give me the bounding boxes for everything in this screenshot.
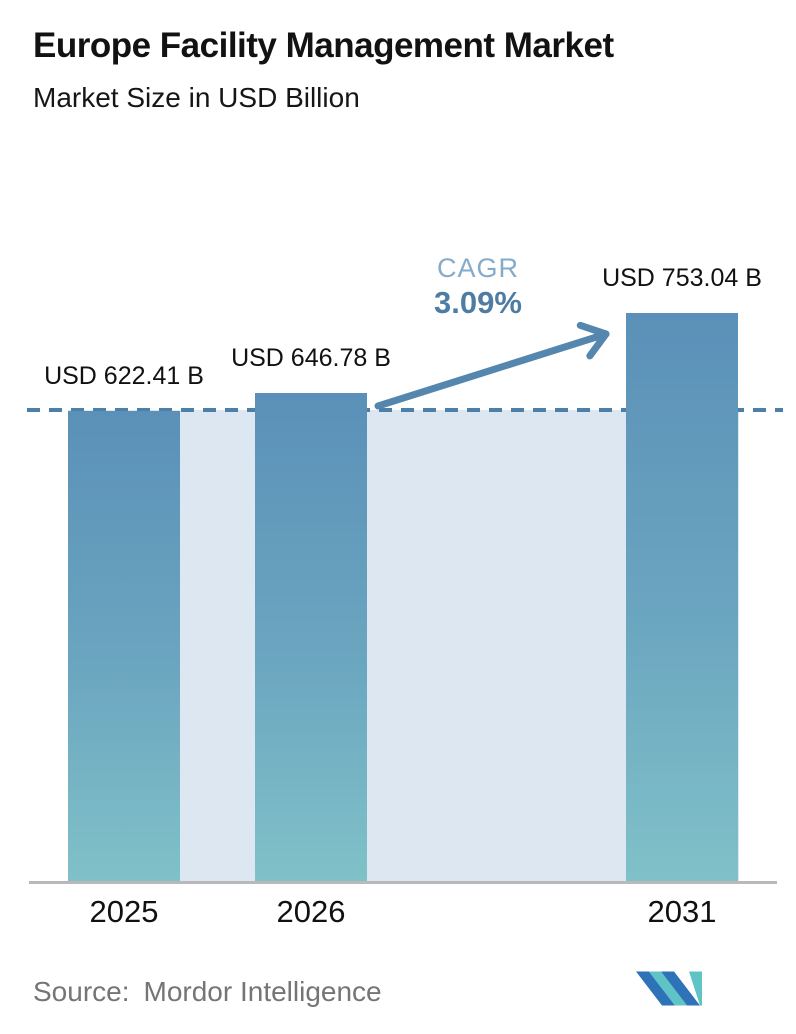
- source-attribution: Source: Mordor Intelligence: [33, 974, 382, 1010]
- cagr-annotation: CAGR 3.09%: [403, 252, 553, 322]
- chart-title: Europe Facility Management Market: [33, 26, 614, 65]
- value-label-2025: USD 622.41 B: [44, 362, 204, 390]
- x-axis-line: [29, 881, 777, 884]
- chart-subtitle: Market Size in USD Billion: [33, 82, 360, 113]
- x-tick-2025: 2025: [89, 894, 159, 929]
- mordor-intelligence-logo-icon: [636, 971, 702, 1006]
- bar-2025: [68, 411, 180, 881]
- x-tick-2026: 2026: [276, 894, 346, 929]
- value-label-2026: USD 646.78 B: [231, 344, 391, 372]
- cagr-label: CAGR: [436, 253, 519, 283]
- reference-dashed-line: [27, 408, 783, 412]
- source-prefix: Source:: [33, 976, 130, 1007]
- bar-2031: [626, 313, 738, 881]
- source-name: Mordor Intelligence: [143, 976, 382, 1007]
- value-label-2031: USD 753.04 B: [602, 264, 762, 292]
- cagr-value: 3.09%: [434, 285, 522, 320]
- bar-2026: [255, 393, 367, 881]
- x-tick-2031: 2031: [647, 894, 717, 929]
- growth-arrow-icon: [374, 321, 610, 410]
